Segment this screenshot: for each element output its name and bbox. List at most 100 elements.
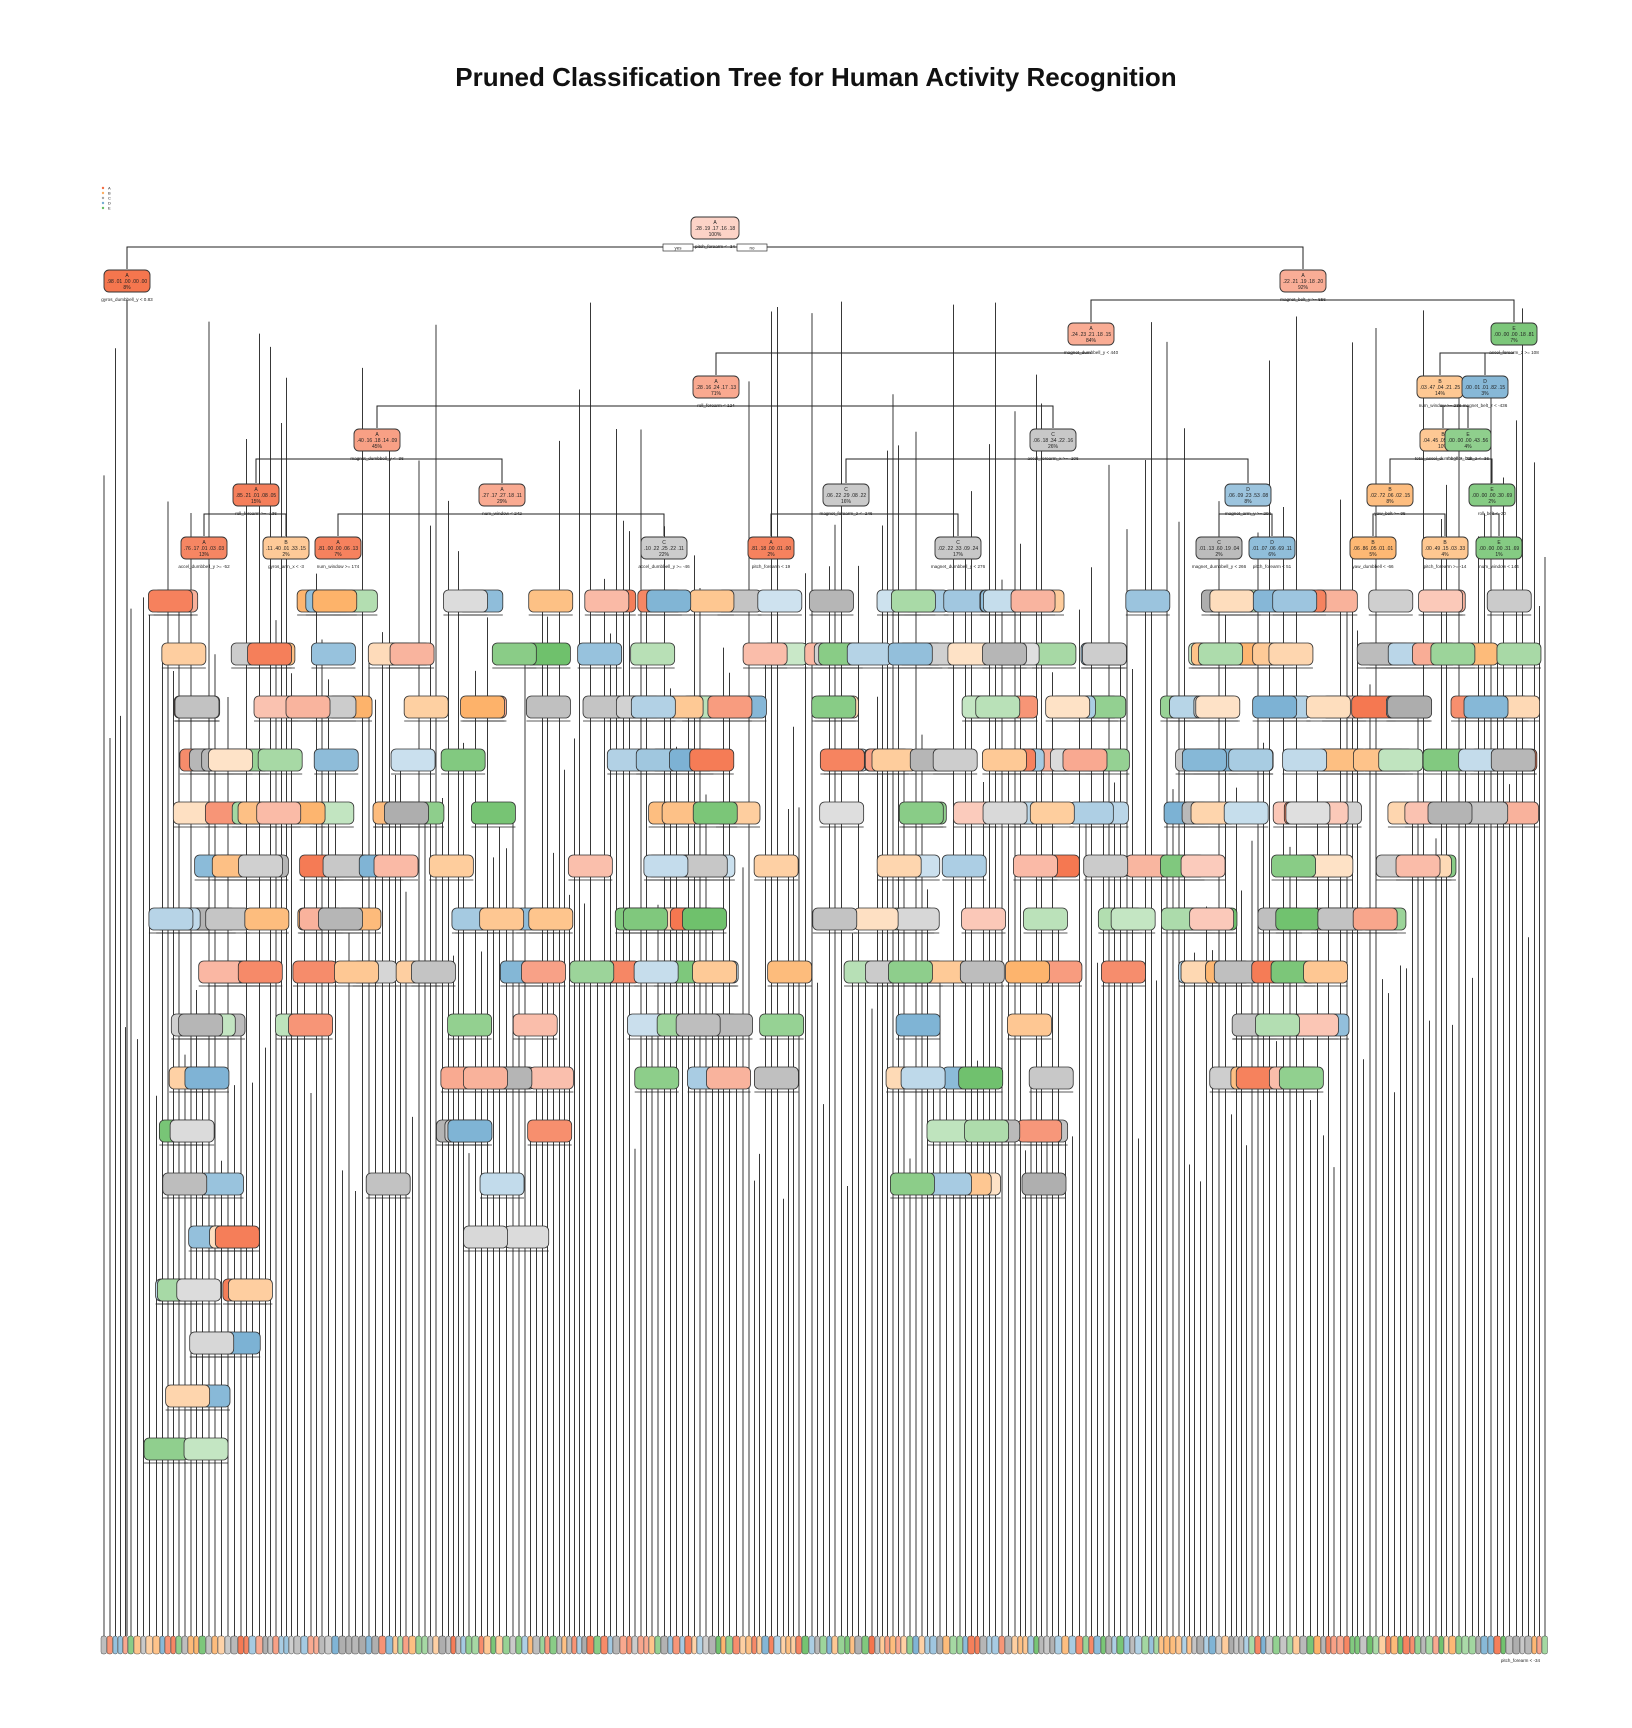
leaf-node [1349, 1635, 1355, 1655]
leaf-node [1366, 1635, 1373, 1655]
node-probs: .06 .18 .34 .22 .16 [1033, 438, 1074, 444]
svg-text:yes: yes [674, 246, 682, 251]
node-split: total_accel_dumbbell >= 32 [1415, 456, 1472, 461]
tree-node-deep [1255, 1013, 1300, 1040]
tree-node-deep [1228, 748, 1274, 775]
node-split: accel_dumbbell_y >= -46 [638, 564, 690, 569]
leaf-node [998, 1635, 1005, 1655]
tree-node-n16: B.02 .72 .06 .02 .158% yaw_belt >= 95 [1366, 483, 1414, 516]
leaf-node [600, 1635, 608, 1655]
node-probs: .24 .23 .21 .18 .15 [1071, 332, 1112, 338]
leaf-node [1163, 1635, 1170, 1655]
tree-node-deep [148, 589, 193, 616]
tree-node-deep [876, 854, 922, 881]
leaf-node [1487, 1635, 1494, 1655]
leaf-node [1082, 1635, 1089, 1655]
leaf-node [378, 1635, 386, 1655]
leaf-node [593, 1635, 601, 1655]
leaf-node [1505, 1635, 1513, 1655]
leaf-node [1420, 1635, 1426, 1655]
leaf-node [187, 1635, 194, 1655]
node-probs: .98 .01 .00 .00 .00 [107, 279, 148, 285]
node-pct: 15% [251, 499, 262, 505]
node-pct: 1% [1495, 552, 1503, 558]
leaf-node [715, 1635, 721, 1655]
node-pct: 2% [282, 552, 290, 558]
tree-node-deep [1427, 801, 1473, 828]
edge-n10 [1440, 405, 1444, 428]
node-class: E [1512, 326, 1516, 332]
leaf-node [1475, 1635, 1481, 1655]
tree-node-n17: E.00 .00 .00 .30 .692% roll_belt < -20 [1468, 483, 1516, 516]
leaf-node [1438, 1635, 1444, 1655]
leaf-node [739, 1635, 746, 1655]
leaf-node [478, 1635, 484, 1655]
node-probs: .00 .00 .00 .18 .81 [1494, 332, 1535, 338]
tree-node-deep [322, 854, 368, 881]
tree-node-deep [148, 907, 194, 934]
leaf-node [521, 1635, 528, 1655]
leaf-node [801, 1635, 809, 1655]
node-pct: 14% [1435, 391, 1446, 397]
tree-node-deep [1198, 642, 1244, 669]
tree-node-deep [384, 801, 429, 828]
tree-node-deep [311, 642, 356, 669]
tree-node-deep [692, 801, 738, 828]
tree-node-deep [205, 907, 251, 934]
tree-node-deep [692, 960, 737, 987]
leaf-node [385, 1635, 393, 1655]
leaf-node [1221, 1635, 1229, 1655]
tree-node-deep [1293, 1013, 1339, 1040]
tree-node-n28: E.00 .00 .00 .31 .691% num_window < 144 [1475, 536, 1523, 569]
tree-node-deep [1068, 801, 1114, 828]
node-pct: 2% [1215, 552, 1223, 558]
leaf-node [112, 1635, 118, 1655]
node-class: A [336, 540, 340, 546]
tree-node-deep [1209, 589, 1255, 616]
node-probs: .06 .09 .23 .53 .08 [1228, 493, 1269, 499]
node-class: A [500, 487, 504, 493]
node-split: magnet_forearm_z < -246 [820, 511, 873, 516]
tree-node-deep [460, 695, 505, 722]
leaf-node [175, 1635, 182, 1655]
leaf-node [1022, 1635, 1028, 1655]
tree-node-deep [964, 1119, 1009, 1146]
node-probs: .10 .22 .25 .22 .11 [644, 546, 684, 552]
leaf-node [837, 1635, 845, 1655]
leaf-node [1105, 1635, 1112, 1655]
tree-node-deep [900, 1066, 946, 1093]
leaf-node [313, 1635, 319, 1655]
node-split: gyros_dumbbell_y < 0.83 [101, 297, 153, 302]
tree-node-deep [584, 589, 630, 616]
tree-node-deep [1223, 801, 1269, 828]
node-class: C [844, 487, 848, 493]
leaf-node [1390, 1635, 1398, 1655]
node-pct: 2% [767, 552, 775, 558]
node-class: C [1217, 540, 1221, 546]
node-class: E [1497, 540, 1501, 546]
node-class: A [125, 273, 129, 279]
leaf-node [1181, 1635, 1187, 1655]
node-probs: .00 .49 .15 .03 .33 [1425, 546, 1466, 552]
tree-node-deep [334, 960, 379, 987]
leaf-node [831, 1635, 838, 1655]
tree-node-deep [1028, 1066, 1074, 1093]
tree-node-deep [894, 907, 940, 934]
leaf-node [672, 1635, 680, 1655]
leaf-node [1068, 1635, 1076, 1655]
leaf-node [979, 1635, 987, 1655]
tree-node-deep [819, 748, 865, 775]
yes-tag: yes [662, 243, 694, 252]
tree-node-deep [932, 748, 978, 775]
leaf-node [1279, 1635, 1287, 1655]
leaf-node [262, 1635, 268, 1655]
tree-node-deep [174, 695, 220, 722]
edge-n15 [1053, 458, 1249, 483]
leaf-node [1409, 1635, 1415, 1655]
no-tag: no [736, 243, 768, 252]
tree-node-deep [504, 1225, 550, 1252]
